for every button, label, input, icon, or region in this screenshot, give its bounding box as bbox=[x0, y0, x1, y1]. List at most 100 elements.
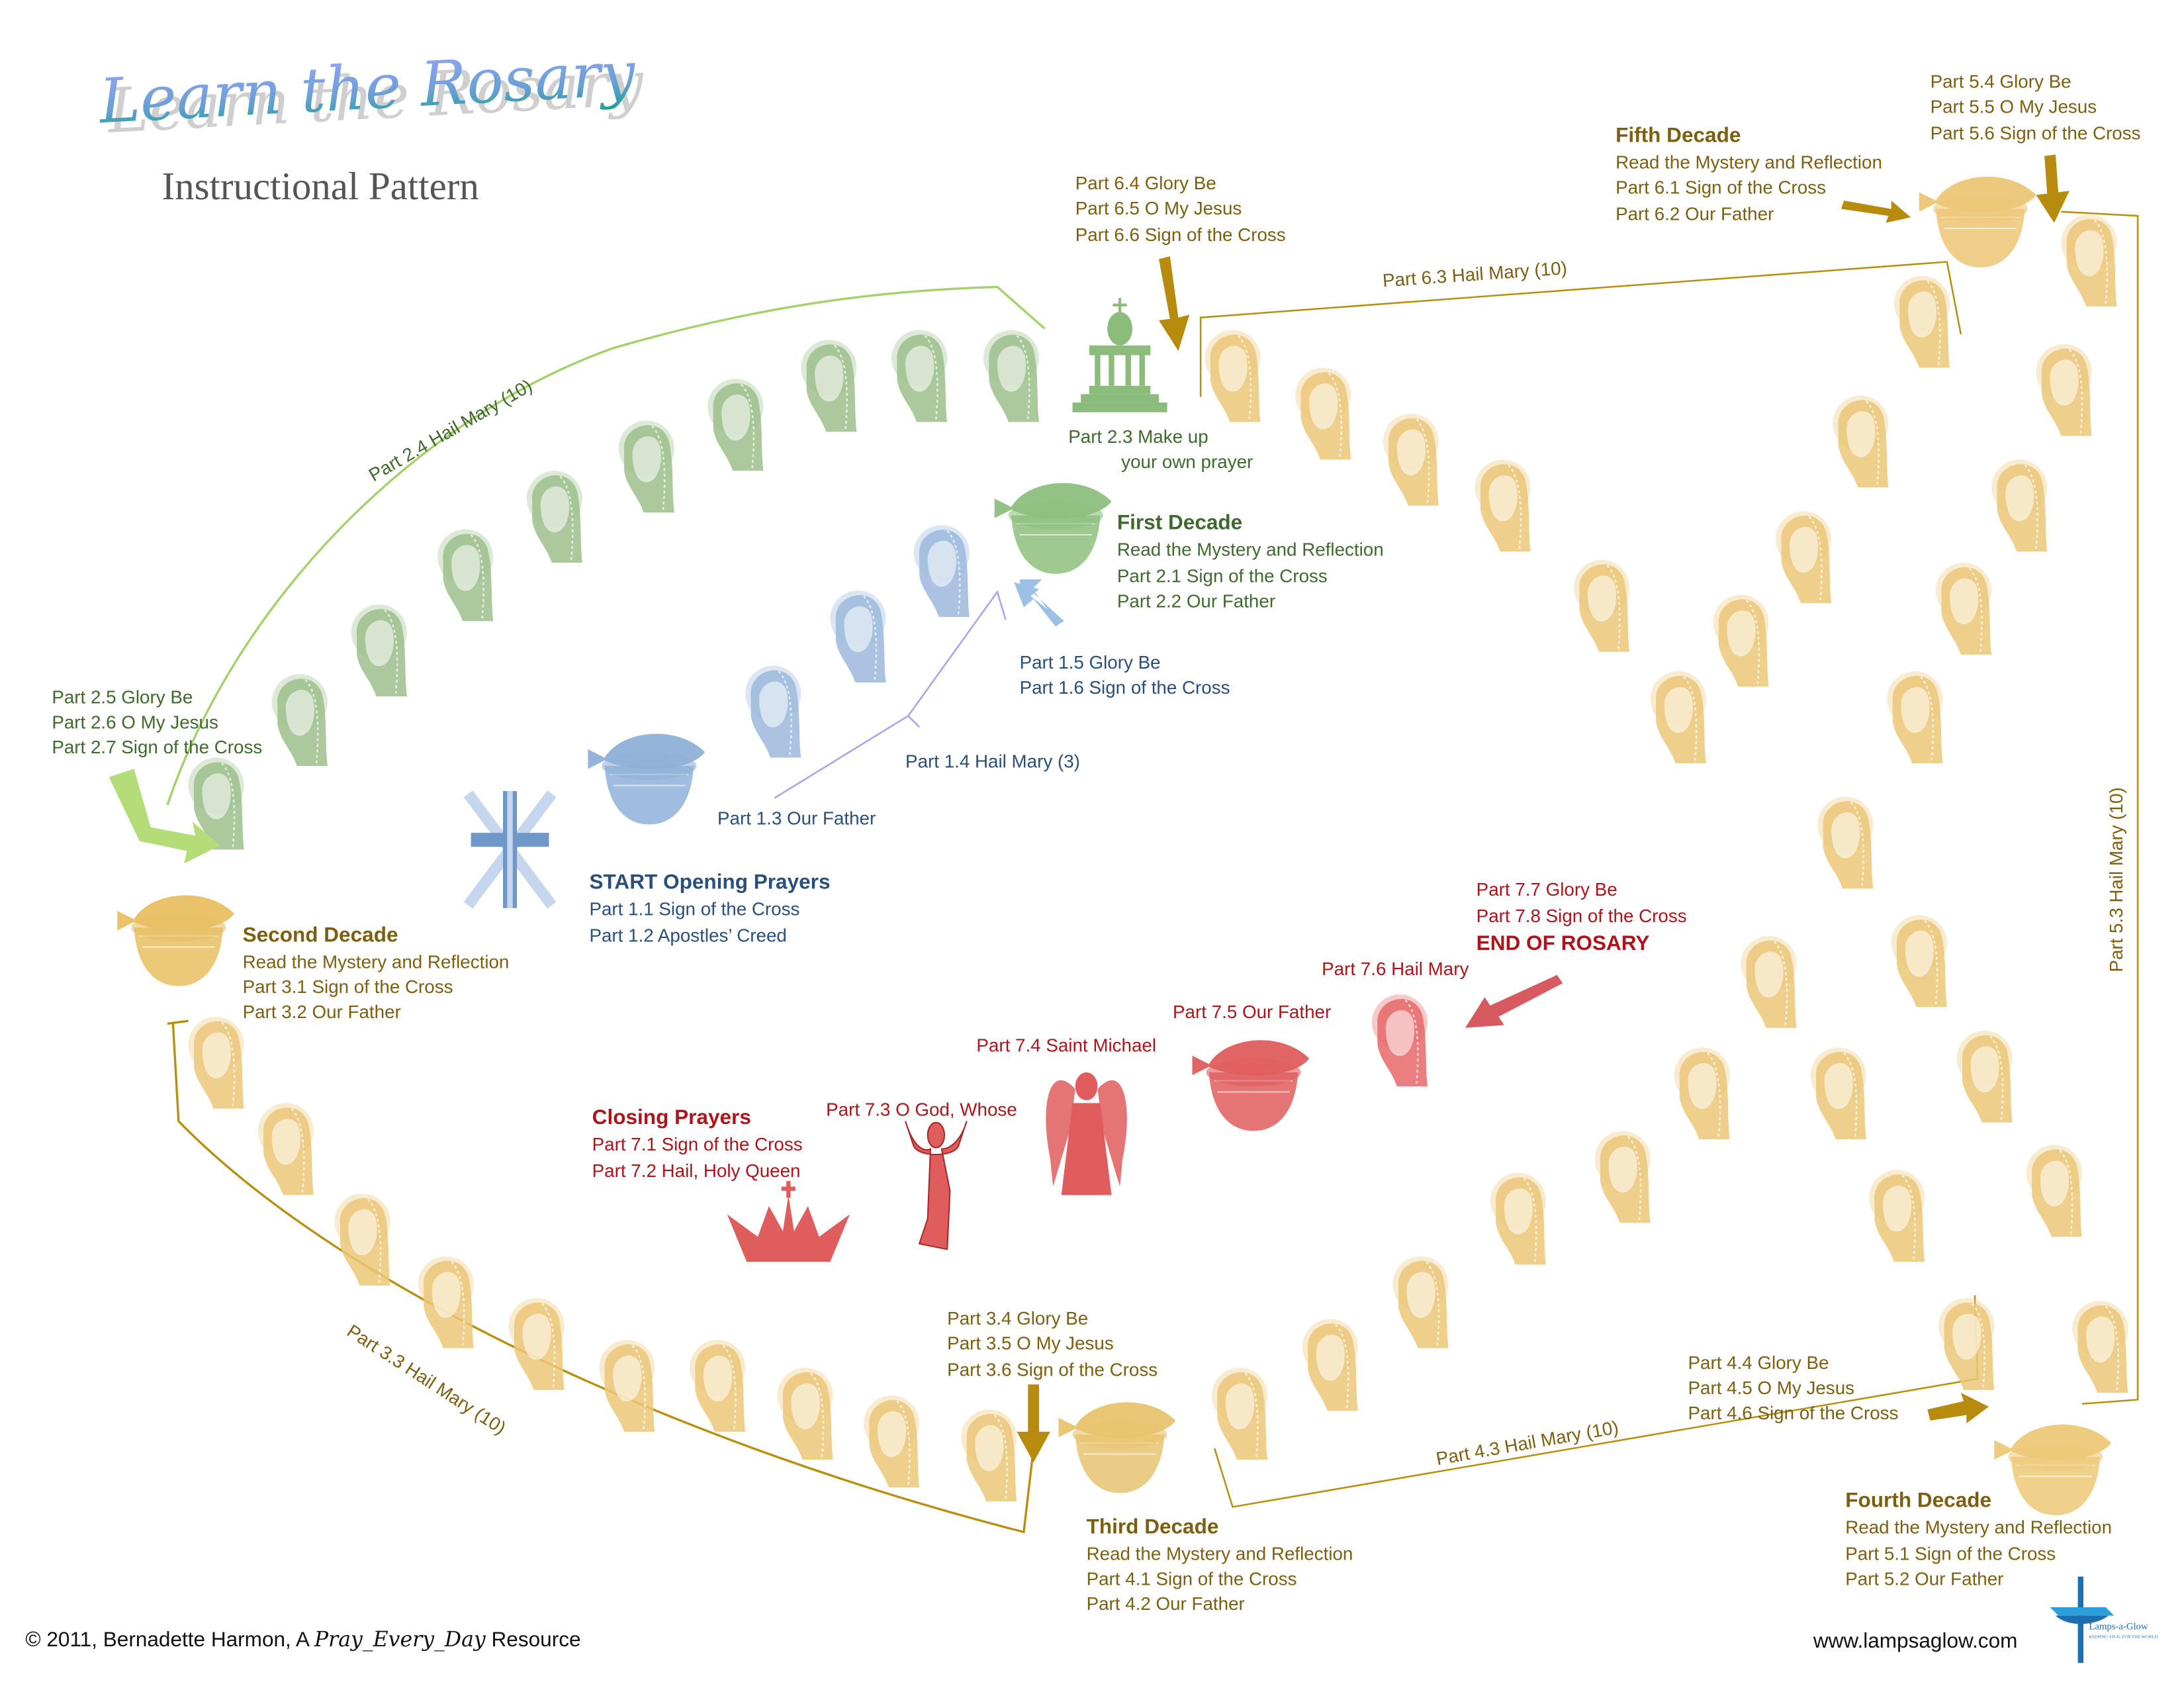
hail-mary-bead-icon bbox=[2035, 343, 2093, 437]
hail-mary-bead-icon bbox=[1774, 510, 1833, 604]
lamps-a-glow-logo: Lamps-a-Glow KEEPING VIGIL FOR THE WORLD bbox=[2050, 1576, 2158, 1664]
hail-mary-bead-icon bbox=[890, 329, 948, 423]
hail-mary-bead-icon bbox=[334, 1192, 391, 1287]
label-3-5: Part 3.5 O My Jesus bbox=[947, 1333, 1114, 1354]
copyright-prefix: © 2011, Bernadette Harmon, A bbox=[25, 1627, 314, 1651]
arrow-green-down-right bbox=[109, 769, 220, 864]
green-decade-line bbox=[166, 285, 1046, 806]
hail-mary-bead-icon bbox=[1594, 1130, 1651, 1224]
hail-mary-bead-icon bbox=[1990, 459, 2048, 553]
label-7-7: Part 7.7 Glory Be bbox=[1477, 879, 1617, 900]
label-5-4: Part 5.4 Glory Be bbox=[1931, 71, 2071, 92]
opening-line-1: Part 1.1 Sign of the Cross bbox=[589, 898, 799, 919]
hail-mary-bead-icon bbox=[707, 378, 764, 472]
label-7-3: Part 7.3 O God, Whose bbox=[826, 1099, 1017, 1119]
third-decade-line-1: Read the Mystery and Reflection bbox=[1087, 1543, 1353, 1564]
second-decade-line-1: Read the Mystery and Reflection bbox=[243, 951, 510, 972]
hail-mary-bead-icon bbox=[598, 1338, 656, 1433]
label-2-7: Part 2.7 Sign of the Cross bbox=[52, 737, 262, 757]
fish-basket-icon-fourth bbox=[1993, 1423, 2113, 1517]
hail-mary-bead-icon bbox=[1832, 395, 1889, 489]
hail-mary-bead-icon bbox=[800, 339, 858, 433]
hail-mary-bead-icon bbox=[508, 1297, 565, 1391]
label-7-8: Part 7.8 Sign of the Cross bbox=[1477, 906, 1687, 926]
fourth-decade-line-2: Part 5.1 Sign of the Cross bbox=[1845, 1543, 2056, 1564]
hail-mary-bead-icon bbox=[1893, 275, 1951, 369]
fish-basket-icon-fifth bbox=[1918, 175, 2037, 269]
hail-mary-bead-icon bbox=[776, 1366, 834, 1461]
fifth-decade-line-3: Part 6.2 Our Father bbox=[1615, 203, 1774, 224]
third-decade-heading: Third Decade bbox=[1087, 1514, 1219, 1538]
hail-mary-bead-icon bbox=[1890, 914, 1948, 1008]
fish-basket-icon-first bbox=[993, 482, 1113, 575]
angel-icon bbox=[1046, 1072, 1127, 1196]
hail-mary-bead-icon bbox=[257, 1102, 315, 1196]
hail-mary-bead-icon bbox=[744, 665, 802, 759]
hail-mary-bead-icon bbox=[960, 1408, 1018, 1503]
logo-name: Lamps-a-Glow bbox=[2089, 1622, 2148, 1632]
fourth-decade-line-1: Read the Mystery and Reflection bbox=[1845, 1517, 2112, 1537]
fifth-decade-line-2: Part 6.1 Sign of the Cross bbox=[1615, 177, 1826, 197]
label-5-3: Part 5.3 Hail Mary (10) bbox=[2106, 787, 2126, 972]
arrows bbox=[109, 154, 2070, 1463]
gold-6-3-line bbox=[1199, 261, 1962, 397]
hail-mary-bead-icon bbox=[1868, 1169, 1926, 1263]
arrow-gold-3-4 bbox=[1017, 1384, 1050, 1463]
shrine-icon bbox=[1072, 298, 1167, 412]
label-4-6: Part 4.6 Sign of the Cross bbox=[1688, 1403, 1898, 1423]
closing-line-1: Part 7.1 Sign of the Cross bbox=[592, 1134, 803, 1154]
crucifix-icon bbox=[463, 790, 557, 909]
label-7-4: Part 7.4 Saint Michael bbox=[976, 1035, 1156, 1055]
hail-mary-bead-icon bbox=[1474, 459, 1532, 553]
hail-mary-bead-icon bbox=[187, 1015, 245, 1110]
hail-mary-bead-icon bbox=[1204, 329, 1261, 423]
page-subtitle: Instructional Pattern bbox=[162, 165, 479, 208]
hail-mary-bead-icon bbox=[1809, 1046, 1868, 1141]
fish-basket-icon-third bbox=[1058, 1401, 1177, 1494]
label-7-5: Part 7.5 Our Father bbox=[1173, 1002, 1331, 1022]
arrow-gold-5-4 bbox=[2036, 154, 2070, 223]
first-decade-heading: First Decade bbox=[1117, 510, 1242, 534]
label-1-6: Part 1.6 Sign of the Cross bbox=[1020, 677, 1230, 698]
crown-icon bbox=[727, 1181, 850, 1262]
second-decade-line-3: Part 3.2 Our Father bbox=[243, 1002, 401, 1022]
label-1-3: Part 1.3 Our Father bbox=[717, 808, 876, 829]
label-5-5: Part 5.5 O My Jesus bbox=[1931, 96, 2097, 117]
label-6-4: Part 6.4 Glory Be bbox=[1075, 173, 1216, 193]
hail-mary-bead-icon bbox=[1649, 670, 1707, 765]
label-3-4: Part 3.4 Glory Be bbox=[947, 1308, 1088, 1329]
hail-mary-bead-icon bbox=[1816, 796, 1874, 890]
label-6-6: Part 6.6 Sign of the Cross bbox=[1075, 224, 1286, 245]
fish-basket-icon-closing bbox=[1191, 1039, 1310, 1132]
label-7-6: Part 7.6 Hail Mary bbox=[1322, 959, 1469, 979]
label-2-3-line1: Part 2.3 Make up bbox=[1068, 426, 1208, 447]
hail-mary-bead-icon bbox=[271, 673, 329, 767]
hail-mary-bead-icon bbox=[829, 589, 887, 684]
label-2-3-line2: your own prayer bbox=[1121, 451, 1253, 472]
hail-mary-bead-icon bbox=[1937, 1297, 1995, 1391]
hail-mary-bead-icon bbox=[2025, 1144, 2083, 1238]
hail-mary-bead-icon bbox=[1489, 1172, 1547, 1266]
website-link[interactable]: www.lampsaglow.com bbox=[1813, 1628, 2018, 1652]
copyright-script: Pray_Every_Day bbox=[314, 1628, 486, 1652]
hail-mary-bead-icon bbox=[982, 329, 1040, 423]
first-decade-line-2: Part 2.1 Sign of the Cross bbox=[1117, 565, 1328, 586]
praying-figure-icon bbox=[905, 1121, 968, 1250]
label-5-6: Part 5.6 Sign of the Cross bbox=[1931, 122, 2141, 143]
fish-basket-icon-second bbox=[116, 894, 236, 987]
second-decade-line-2: Part 3.1 Sign of the Cross bbox=[243, 976, 453, 997]
hail-mary-bead-icon bbox=[1740, 935, 1797, 1029]
fifth-decade-after-labels: Part 6.4 Glory Be Part 6.5 O My Jesus Pa… bbox=[1075, 173, 1286, 245]
hail-mary-bead-icon bbox=[913, 524, 971, 618]
label-6-3: Part 6.3 Hail Mary (10) bbox=[1382, 258, 1568, 291]
hail-mary-bead-icon bbox=[1392, 1255, 1449, 1349]
logo-tagline: KEEPING VIGIL FOR THE WORLD bbox=[2089, 1634, 2158, 1639]
hail-mary-bead-icon bbox=[525, 469, 584, 564]
arrow-red-7-7 bbox=[1465, 974, 1563, 1028]
hail-mary-bead-icon bbox=[436, 528, 494, 622]
hail-mary-bead-icon bbox=[1294, 367, 1352, 461]
label-6-5: Part 6.5 O My Jesus bbox=[1075, 198, 1242, 218]
hail-mary-bead-icon bbox=[617, 420, 676, 514]
hail-mary-bead-icon bbox=[1886, 670, 1944, 765]
